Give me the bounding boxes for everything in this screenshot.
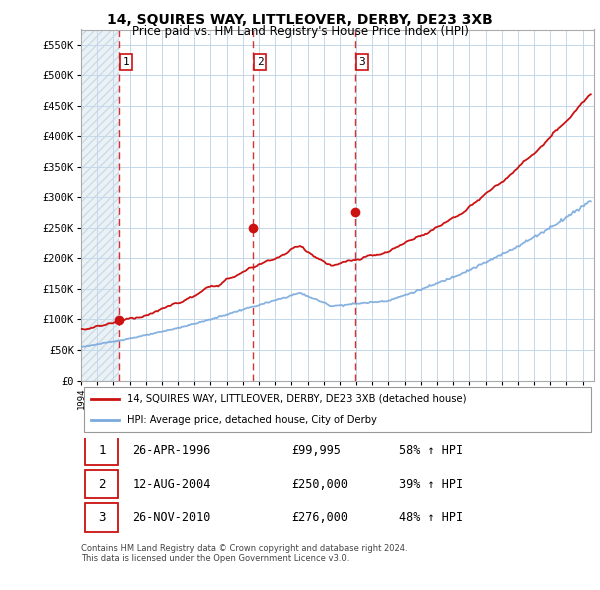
Text: 1: 1 bbox=[98, 444, 106, 457]
Text: 12-AUG-2004: 12-AUG-2004 bbox=[133, 477, 211, 490]
Text: 26-NOV-2010: 26-NOV-2010 bbox=[133, 511, 211, 524]
Text: 26-APR-1996: 26-APR-1996 bbox=[133, 444, 211, 457]
FancyBboxPatch shape bbox=[85, 503, 118, 532]
Text: 39% ↑ HPI: 39% ↑ HPI bbox=[399, 477, 463, 490]
Text: £250,000: £250,000 bbox=[292, 477, 349, 490]
Text: 14, SQUIRES WAY, LITTLEOVER, DERBY, DE23 3XB (detached house): 14, SQUIRES WAY, LITTLEOVER, DERBY, DE23… bbox=[127, 394, 467, 404]
Text: £276,000: £276,000 bbox=[292, 511, 349, 524]
Text: 3: 3 bbox=[98, 511, 106, 524]
FancyBboxPatch shape bbox=[83, 387, 591, 432]
Text: 3: 3 bbox=[359, 57, 365, 67]
FancyBboxPatch shape bbox=[85, 437, 118, 465]
Text: 2: 2 bbox=[98, 477, 106, 490]
Text: 1: 1 bbox=[122, 57, 130, 67]
FancyBboxPatch shape bbox=[85, 470, 118, 498]
Text: 2: 2 bbox=[257, 57, 263, 67]
Text: HPI: Average price, detached house, City of Derby: HPI: Average price, detached house, City… bbox=[127, 415, 377, 425]
Text: Price paid vs. HM Land Registry's House Price Index (HPI): Price paid vs. HM Land Registry's House … bbox=[131, 25, 469, 38]
Text: £99,995: £99,995 bbox=[292, 444, 341, 457]
Bar bbox=[81, 30, 119, 381]
Text: 58% ↑ HPI: 58% ↑ HPI bbox=[399, 444, 463, 457]
Text: 48% ↑ HPI: 48% ↑ HPI bbox=[399, 511, 463, 524]
Text: Contains HM Land Registry data © Crown copyright and database right 2024.
This d: Contains HM Land Registry data © Crown c… bbox=[81, 544, 407, 563]
Text: 14, SQUIRES WAY, LITTLEOVER, DERBY, DE23 3XB: 14, SQUIRES WAY, LITTLEOVER, DERBY, DE23… bbox=[107, 13, 493, 27]
